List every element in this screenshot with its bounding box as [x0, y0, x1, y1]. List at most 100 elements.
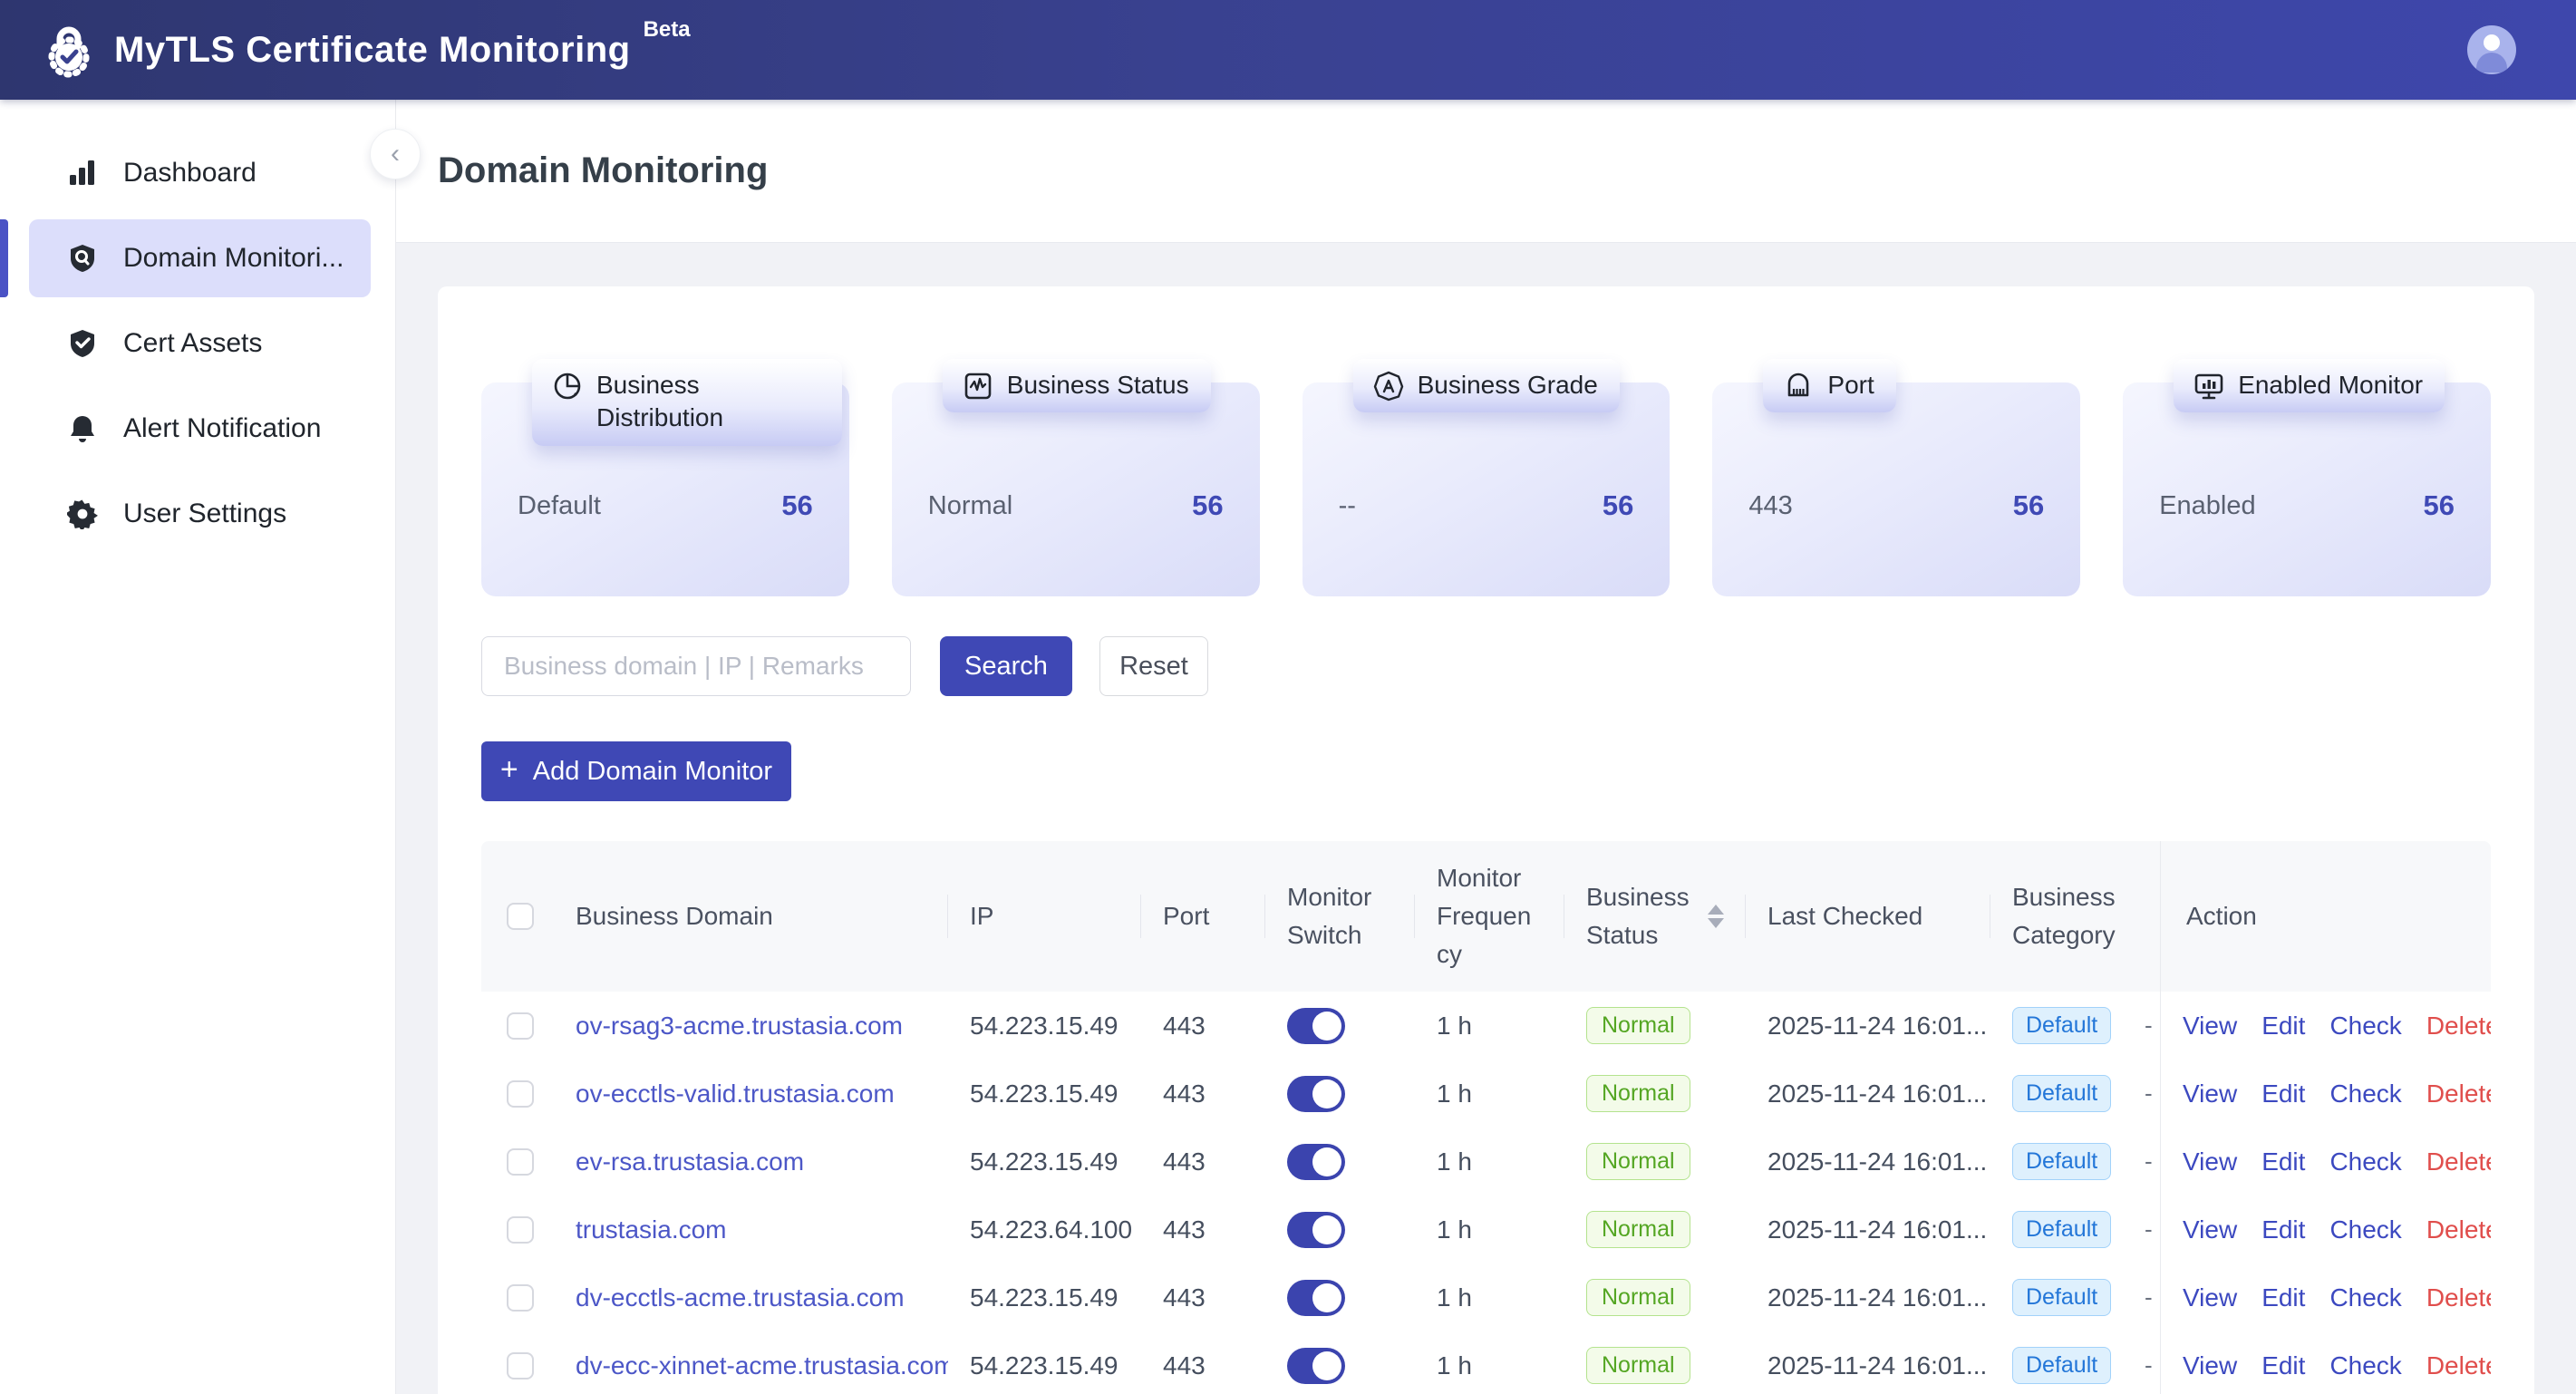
business-domain-link[interactable]: ev-rsa.trustasia.com [576, 1147, 804, 1176]
edit-link[interactable]: Edit [2261, 1079, 2305, 1108]
search-input[interactable] [481, 636, 911, 696]
last-checked-cell: 2025-11-24 16:01... [1746, 1263, 1990, 1331]
ip-cell: 54.223.64.100 [948, 1196, 1141, 1263]
table-row: trustasia.com 54.223.64.100 443 1 h Norm… [481, 1196, 2491, 1263]
monitor-switch-toggle[interactable] [1287, 1008, 1345, 1044]
stat-card-business-grade: Business Grade -- 56 [1303, 382, 1671, 596]
sort-icon[interactable] [1699, 905, 1724, 928]
row-actions: View Edit Check Delete [2183, 1012, 2491, 1041]
stat-card-business-distribution: Business Distribution Default 56 [481, 382, 849, 596]
titlebar: Domain Monitoring [396, 100, 2576, 243]
monitor-switch-toggle[interactable] [1287, 1144, 1345, 1180]
stat-label: Normal [928, 491, 1012, 521]
table-row: dv-ecctls-acme.trustasia.com 54.223.15.4… [481, 1263, 2491, 1331]
table-row: dv-ecc-xinnet-acme.trustasia.com 54.223.… [481, 1331, 2491, 1394]
column-header-business-category: Business Category [1990, 841, 2145, 992]
stat-title: Enabled Monitor [2238, 369, 2423, 402]
sidebar-item-alert-notification[interactable]: Alert Notification [29, 390, 371, 468]
check-link[interactable]: Check [2329, 1012, 2401, 1041]
user-avatar[interactable] [2467, 25, 2516, 74]
row-checkbox[interactable] [507, 1284, 534, 1312]
remarks-cell-clipped: - [2145, 1060, 2160, 1128]
row-checkbox[interactable] [507, 1352, 534, 1379]
view-link[interactable]: View [2183, 1147, 2237, 1176]
column-header-business-status[interactable]: Business Status [1564, 841, 1746, 992]
delete-link[interactable]: Delete [2426, 1351, 2491, 1380]
view-link[interactable]: View [2183, 1351, 2237, 1380]
table-row: ev-rsa.trustasia.com 54.223.15.49 443 1 … [481, 1128, 2491, 1196]
view-link[interactable]: View [2183, 1012, 2237, 1041]
stat-value: 56 [1603, 489, 1633, 522]
select-all-checkbox[interactable] [507, 903, 534, 930]
row-checkbox[interactable] [507, 1216, 534, 1244]
sidebar-item-domain-monitoring[interactable]: Domain Monitori... [29, 219, 371, 297]
status-badge: Normal [1586, 1075, 1690, 1112]
delete-link[interactable]: Delete [2426, 1079, 2491, 1108]
edit-link[interactable]: Edit [2261, 1147, 2305, 1176]
sidebar-item-label: Dashboard [123, 158, 257, 189]
pie-chart-icon [552, 371, 583, 402]
check-link[interactable]: Check [2329, 1215, 2401, 1244]
stat-tab: Enabled Monitor [2174, 359, 2445, 412]
add-button-label: Add Domain Monitor [533, 757, 772, 787]
edit-link[interactable]: Edit [2261, 1283, 2305, 1312]
business-domain-link[interactable]: ov-ecctls-valid.trustasia.com [576, 1079, 895, 1108]
reset-button[interactable]: Reset [1099, 636, 1208, 696]
view-link[interactable]: View [2183, 1079, 2237, 1108]
sidebar-item-user-settings[interactable]: User Settings [29, 475, 371, 553]
edit-link[interactable]: Edit [2261, 1351, 2305, 1380]
monitor-switch-toggle[interactable] [1287, 1212, 1345, 1248]
row-checkbox[interactable] [507, 1148, 534, 1176]
sidebar-item-label: Alert Notification [123, 413, 321, 444]
activity-icon [963, 371, 993, 402]
delete-link[interactable]: Delete [2426, 1012, 2491, 1041]
port-cell: 443 [1141, 1331, 1265, 1394]
remarks-cell-clipped: - [2145, 1196, 2160, 1263]
sidebar: ‹ Dashboard Domain Monitori... Cert [0, 100, 396, 1394]
beta-badge: Beta [644, 17, 691, 43]
check-link[interactable]: Check [2329, 1283, 2401, 1312]
sidebar-item-label: Domain Monitori... [123, 243, 344, 274]
row-checkbox[interactable] [507, 1012, 534, 1040]
table-row: ov-rsag3-acme.trustasia.com 54.223.15.49… [481, 992, 2491, 1060]
sidebar-item-dashboard[interactable]: Dashboard [29, 134, 371, 212]
category-badge: Default [2012, 1279, 2111, 1316]
stat-label: 443 [1748, 491, 1792, 521]
business-domain-link[interactable]: dv-ecctls-acme.trustasia.com [576, 1283, 905, 1312]
check-link[interactable]: Check [2329, 1079, 2401, 1108]
sidebar-item-label: Cert Assets [123, 328, 262, 359]
table-body: ov-rsag3-acme.trustasia.com 54.223.15.49… [481, 992, 2491, 1394]
business-domain-link[interactable]: trustasia.com [576, 1215, 727, 1244]
category-badge: Default [2012, 1143, 2111, 1180]
edit-link[interactable]: Edit [2261, 1215, 2305, 1244]
ip-cell: 54.223.15.49 [948, 1128, 1141, 1196]
bar-chart-icon [67, 158, 98, 189]
delete-link[interactable]: Delete [2426, 1147, 2491, 1176]
status-badge: Normal [1586, 1279, 1690, 1316]
search-button[interactable]: Search [940, 636, 1072, 696]
delete-link[interactable]: Delete [2426, 1215, 2491, 1244]
column-header-action: Action [2160, 841, 2491, 992]
view-link[interactable]: View [2183, 1215, 2237, 1244]
sidebar-item-cert-assets[interactable]: Cert Assets [29, 305, 371, 382]
port-cell: 443 [1141, 992, 1265, 1060]
frequency-cell: 1 h [1415, 1331, 1564, 1394]
check-link[interactable]: Check [2329, 1147, 2401, 1176]
monitor-switch-toggle[interactable] [1287, 1076, 1345, 1112]
domain-monitoring-panel: Business Distribution Default 56 [438, 286, 2534, 1394]
sidebar-collapse-button[interactable]: ‹ [370, 129, 421, 179]
avatar-person-icon [2484, 34, 2500, 51]
check-link[interactable]: Check [2329, 1351, 2401, 1380]
stat-value: 56 [2013, 489, 2044, 522]
business-domain-link[interactable]: ov-rsag3-acme.trustasia.com [576, 1012, 903, 1041]
add-domain-monitor-button[interactable]: + Add Domain Monitor [481, 741, 791, 801]
edit-link[interactable]: Edit [2261, 1012, 2305, 1041]
ip-cell: 54.223.15.49 [948, 1331, 1141, 1394]
delete-link[interactable]: Delete [2426, 1283, 2491, 1312]
monitor-switch-toggle[interactable] [1287, 1348, 1345, 1384]
view-link[interactable]: View [2183, 1283, 2237, 1312]
row-checkbox[interactable] [507, 1080, 534, 1108]
plus-icon: + [500, 754, 518, 785]
business-domain-link[interactable]: dv-ecc-xinnet-acme.trustasia.com [576, 1351, 948, 1380]
monitor-switch-toggle[interactable] [1287, 1280, 1345, 1316]
